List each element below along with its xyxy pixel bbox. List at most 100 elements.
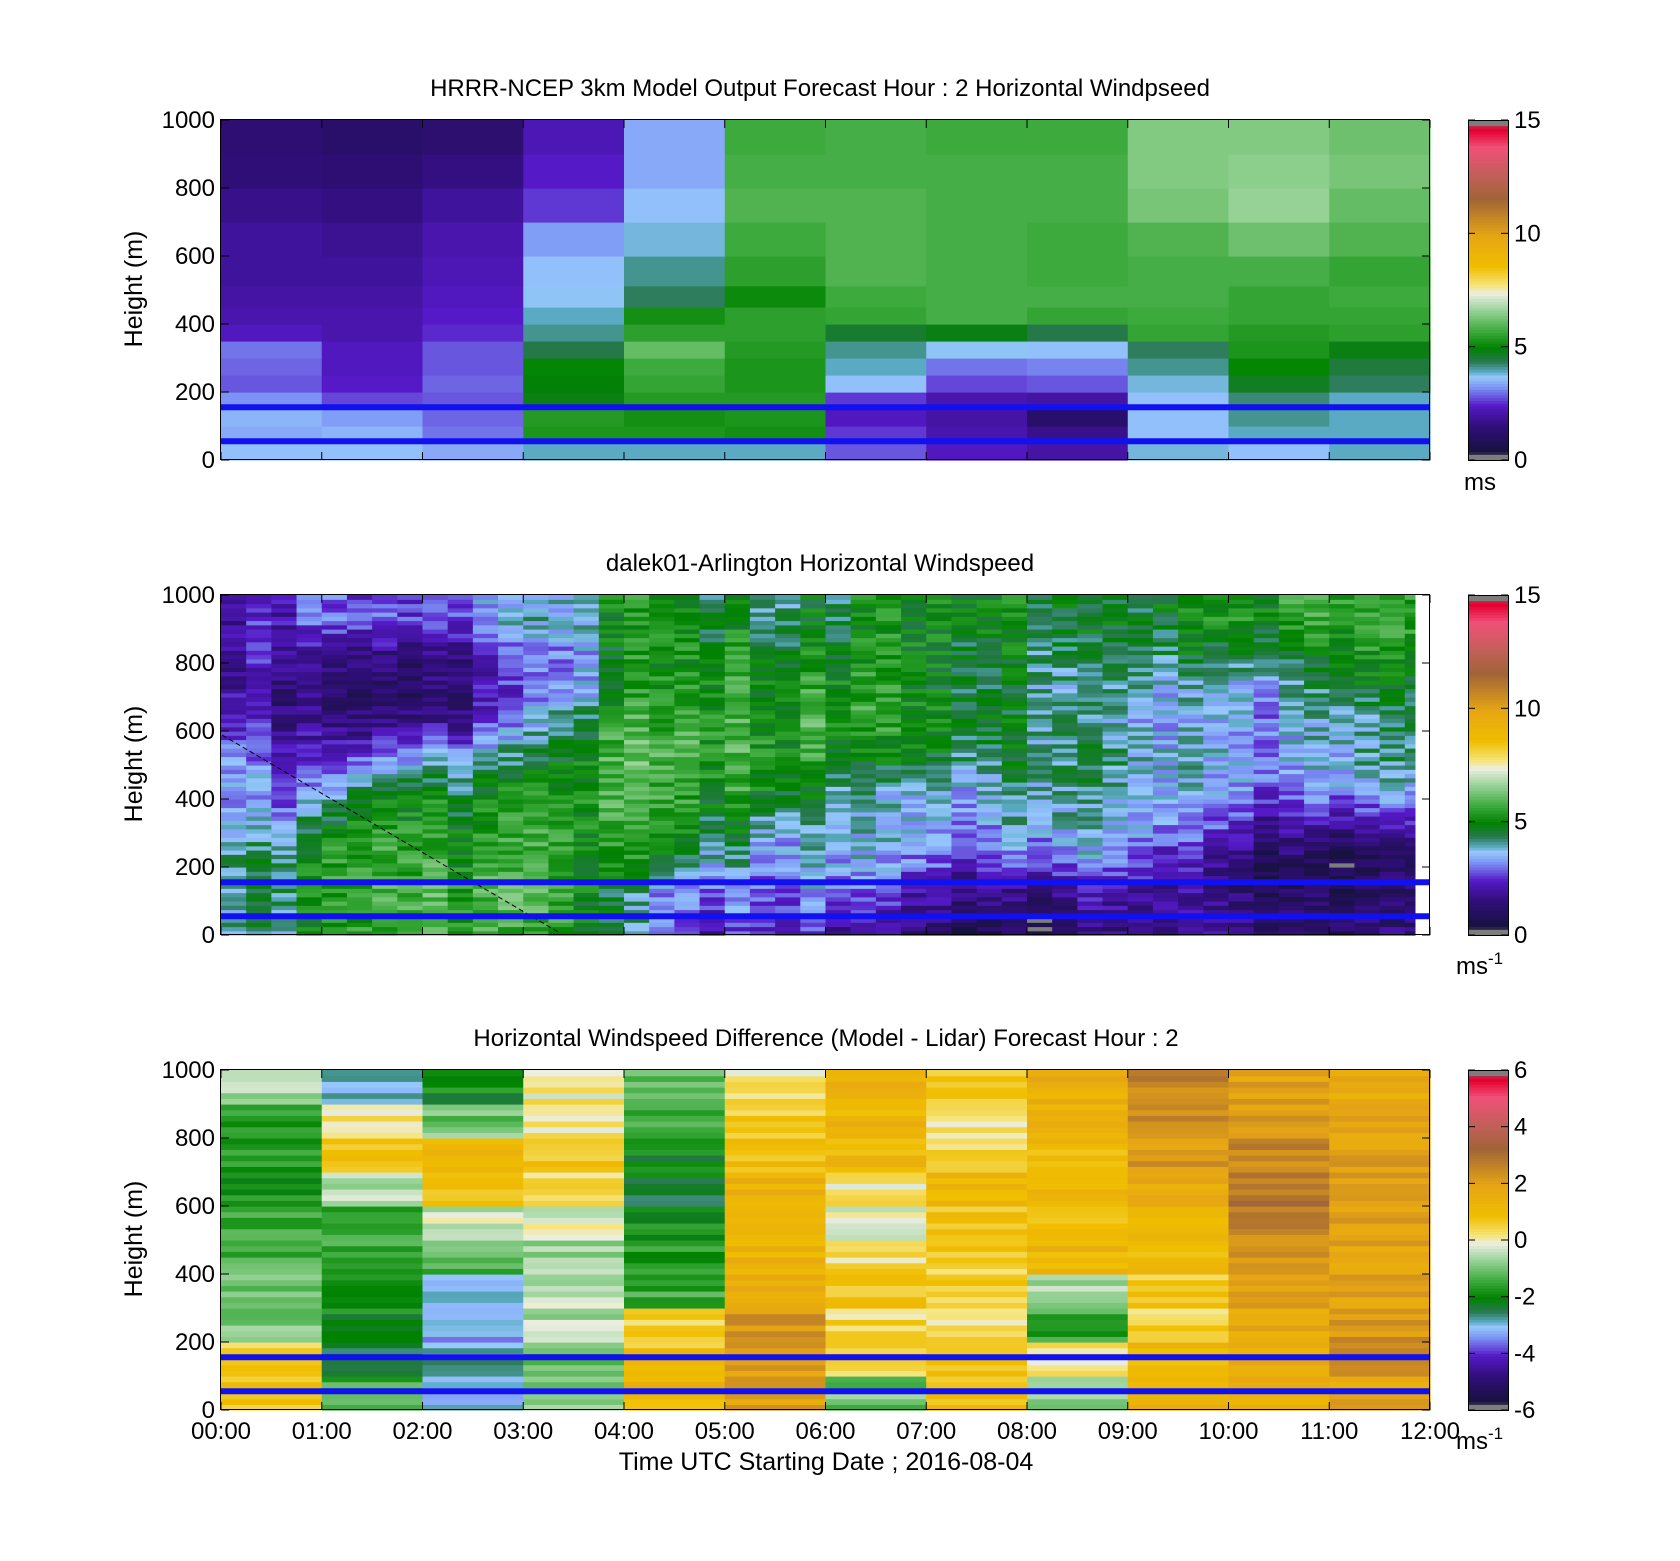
heatmap-cell <box>548 816 575 821</box>
colorbar-segment <box>1468 137 1508 141</box>
heatmap-cell <box>1329 1291 1431 1298</box>
heatmap-cell <box>372 786 398 792</box>
heatmap-cell <box>1304 709 1330 715</box>
heatmap-cell <box>372 794 398 800</box>
heatmap-cell <box>321 739 348 745</box>
heatmap-cell <box>1379 654 1406 660</box>
heatmap-cell <box>775 850 801 855</box>
heatmap-cell <box>1052 794 1078 800</box>
heatmap-cell <box>926 1370 1028 1377</box>
heatmap-cell <box>548 722 575 728</box>
heatmap-cell <box>1404 909 1416 915</box>
heatmap-cell <box>724 1330 827 1337</box>
heatmap-cell <box>1354 709 1381 715</box>
heatmap-cell <box>1329 739 1356 745</box>
heatmap-cell <box>1278 820 1305 826</box>
heatmap-cell <box>523 1364 625 1371</box>
heatmap-cell <box>1228 1160 1330 1167</box>
heatmap-cell <box>825 892 852 898</box>
heatmap-cell <box>523 1240 625 1247</box>
heatmap-cell <box>875 680 902 685</box>
heatmap-cell <box>1001 909 1028 915</box>
heatmap-cell <box>775 875 801 881</box>
heatmap-cell <box>1203 671 1230 677</box>
heatmap-cell <box>271 667 298 673</box>
heatmap-cell <box>422 688 449 694</box>
colorbar-segment <box>1468 912 1508 916</box>
heatmap-cell <box>472 896 499 902</box>
heatmap-cell <box>901 896 927 902</box>
heatmap-cell <box>724 799 751 804</box>
heatmap-cell <box>573 854 600 860</box>
heatmap-cell <box>926 922 953 928</box>
heatmap-cell <box>1027 154 1129 189</box>
heatmap-cell <box>1027 1172 1129 1179</box>
heatmap-cell <box>246 607 272 613</box>
heatmap-cell <box>1253 671 1280 677</box>
heatmap-cell <box>1027 620 1053 626</box>
heatmap-cell <box>598 858 625 864</box>
heatmap-cell <box>649 671 675 677</box>
heatmap-cell <box>624 595 650 600</box>
heatmap-cell <box>724 1404 827 1411</box>
heatmap-cell <box>498 918 524 923</box>
heatmap-cell <box>1329 256 1431 287</box>
heatmap-cell <box>724 358 827 376</box>
heatmap-cell <box>976 807 1003 813</box>
heatmap-cell <box>875 892 902 898</box>
heatmap-cell <box>674 782 701 787</box>
colorbar-segment <box>1468 923 1508 927</box>
heatmap-cell <box>296 909 323 915</box>
heatmap-cell <box>724 692 751 698</box>
heatmap-cell <box>926 769 953 775</box>
heatmap-cell <box>976 667 1003 673</box>
heatmap-cell <box>1052 786 1078 792</box>
heatmap-cell <box>724 637 751 643</box>
heatmap-cell <box>724 782 751 787</box>
heatmap-cell <box>296 637 323 643</box>
heatmap-cell <box>523 620 550 626</box>
heatmap-cell <box>422 188 524 223</box>
heatmap-cell <box>1354 731 1381 736</box>
heatmap-cell <box>624 663 650 668</box>
heatmap-cell <box>472 892 499 898</box>
heatmap-cell <box>1077 612 1104 617</box>
heatmap-cell <box>775 794 801 800</box>
heatmap-cell <box>976 654 1003 660</box>
heatmap-cell <box>573 714 600 719</box>
heatmap-cell <box>1127 1370 1230 1377</box>
heatmap-cell <box>1077 807 1104 813</box>
heatmap-cell <box>422 714 449 719</box>
heatmap-cell <box>1052 884 1078 889</box>
heatmap-cell <box>1077 854 1104 860</box>
heatmap-cell <box>624 892 650 898</box>
heatmap-cell <box>271 777 298 783</box>
heatmap-cell <box>422 811 449 817</box>
heatmap-cell <box>1077 790 1104 796</box>
heatmap-cell <box>321 918 348 923</box>
heatmap-cell <box>800 748 827 753</box>
heatmap-cell <box>321 637 348 643</box>
heatmap-cell <box>825 307 927 325</box>
heatmap-cell <box>624 752 650 758</box>
heatmap-cell <box>422 599 449 605</box>
heatmap-cell <box>372 892 398 898</box>
panel-difference-heatmap <box>221 1070 1431 1411</box>
heatmap-cell <box>1228 1291 1330 1298</box>
heatmap-cell <box>1304 692 1330 698</box>
heatmap-cell <box>624 867 650 872</box>
colorbar-segment <box>1468 660 1508 664</box>
heatmap-cell <box>1178 620 1204 626</box>
heatmap-cell <box>724 443 827 461</box>
heatmap-cell <box>271 905 298 911</box>
colorbar-segment <box>1468 835 1508 840</box>
heatmap-cell <box>825 752 852 758</box>
heatmap-cell <box>875 816 902 821</box>
colorbar-segment <box>1468 770 1508 774</box>
heatmap-cell <box>573 650 600 656</box>
heatmap-cell <box>346 650 373 656</box>
heatmap-cell <box>1178 854 1204 860</box>
heatmap-cell <box>1304 612 1330 617</box>
heatmap-cell <box>1253 811 1280 817</box>
heatmap-cell <box>1127 675 1154 681</box>
